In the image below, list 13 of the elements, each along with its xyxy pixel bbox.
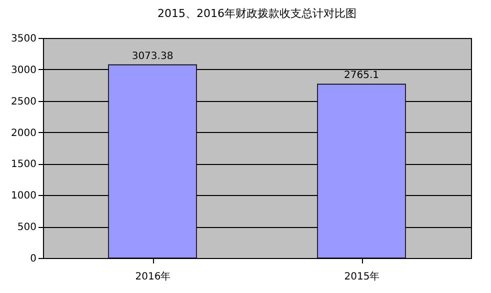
y-tick-label: 0 bbox=[30, 254, 36, 264]
y-tick-label: 3500 bbox=[11, 34, 36, 44]
chart-title: 2015、2016年财政拨款收支总计对比图 bbox=[158, 7, 356, 20]
y-tick-label: 1000 bbox=[11, 190, 36, 202]
data-label: 3073.38 bbox=[132, 50, 174, 62]
data-label: 2765.1 bbox=[344, 70, 379, 82]
y-tick-label: 3000 bbox=[11, 64, 36, 76]
y-tick-label: 2000 bbox=[11, 128, 36, 139]
x-tick-label: 2016年 bbox=[135, 270, 171, 282]
x-tick-label: 2015年 bbox=[344, 270, 380, 282]
y-tick-label: 1500 bbox=[11, 159, 36, 170]
y-tick-label: 500 bbox=[17, 222, 36, 234]
y-tick-label: 2500 bbox=[11, 96, 36, 108]
